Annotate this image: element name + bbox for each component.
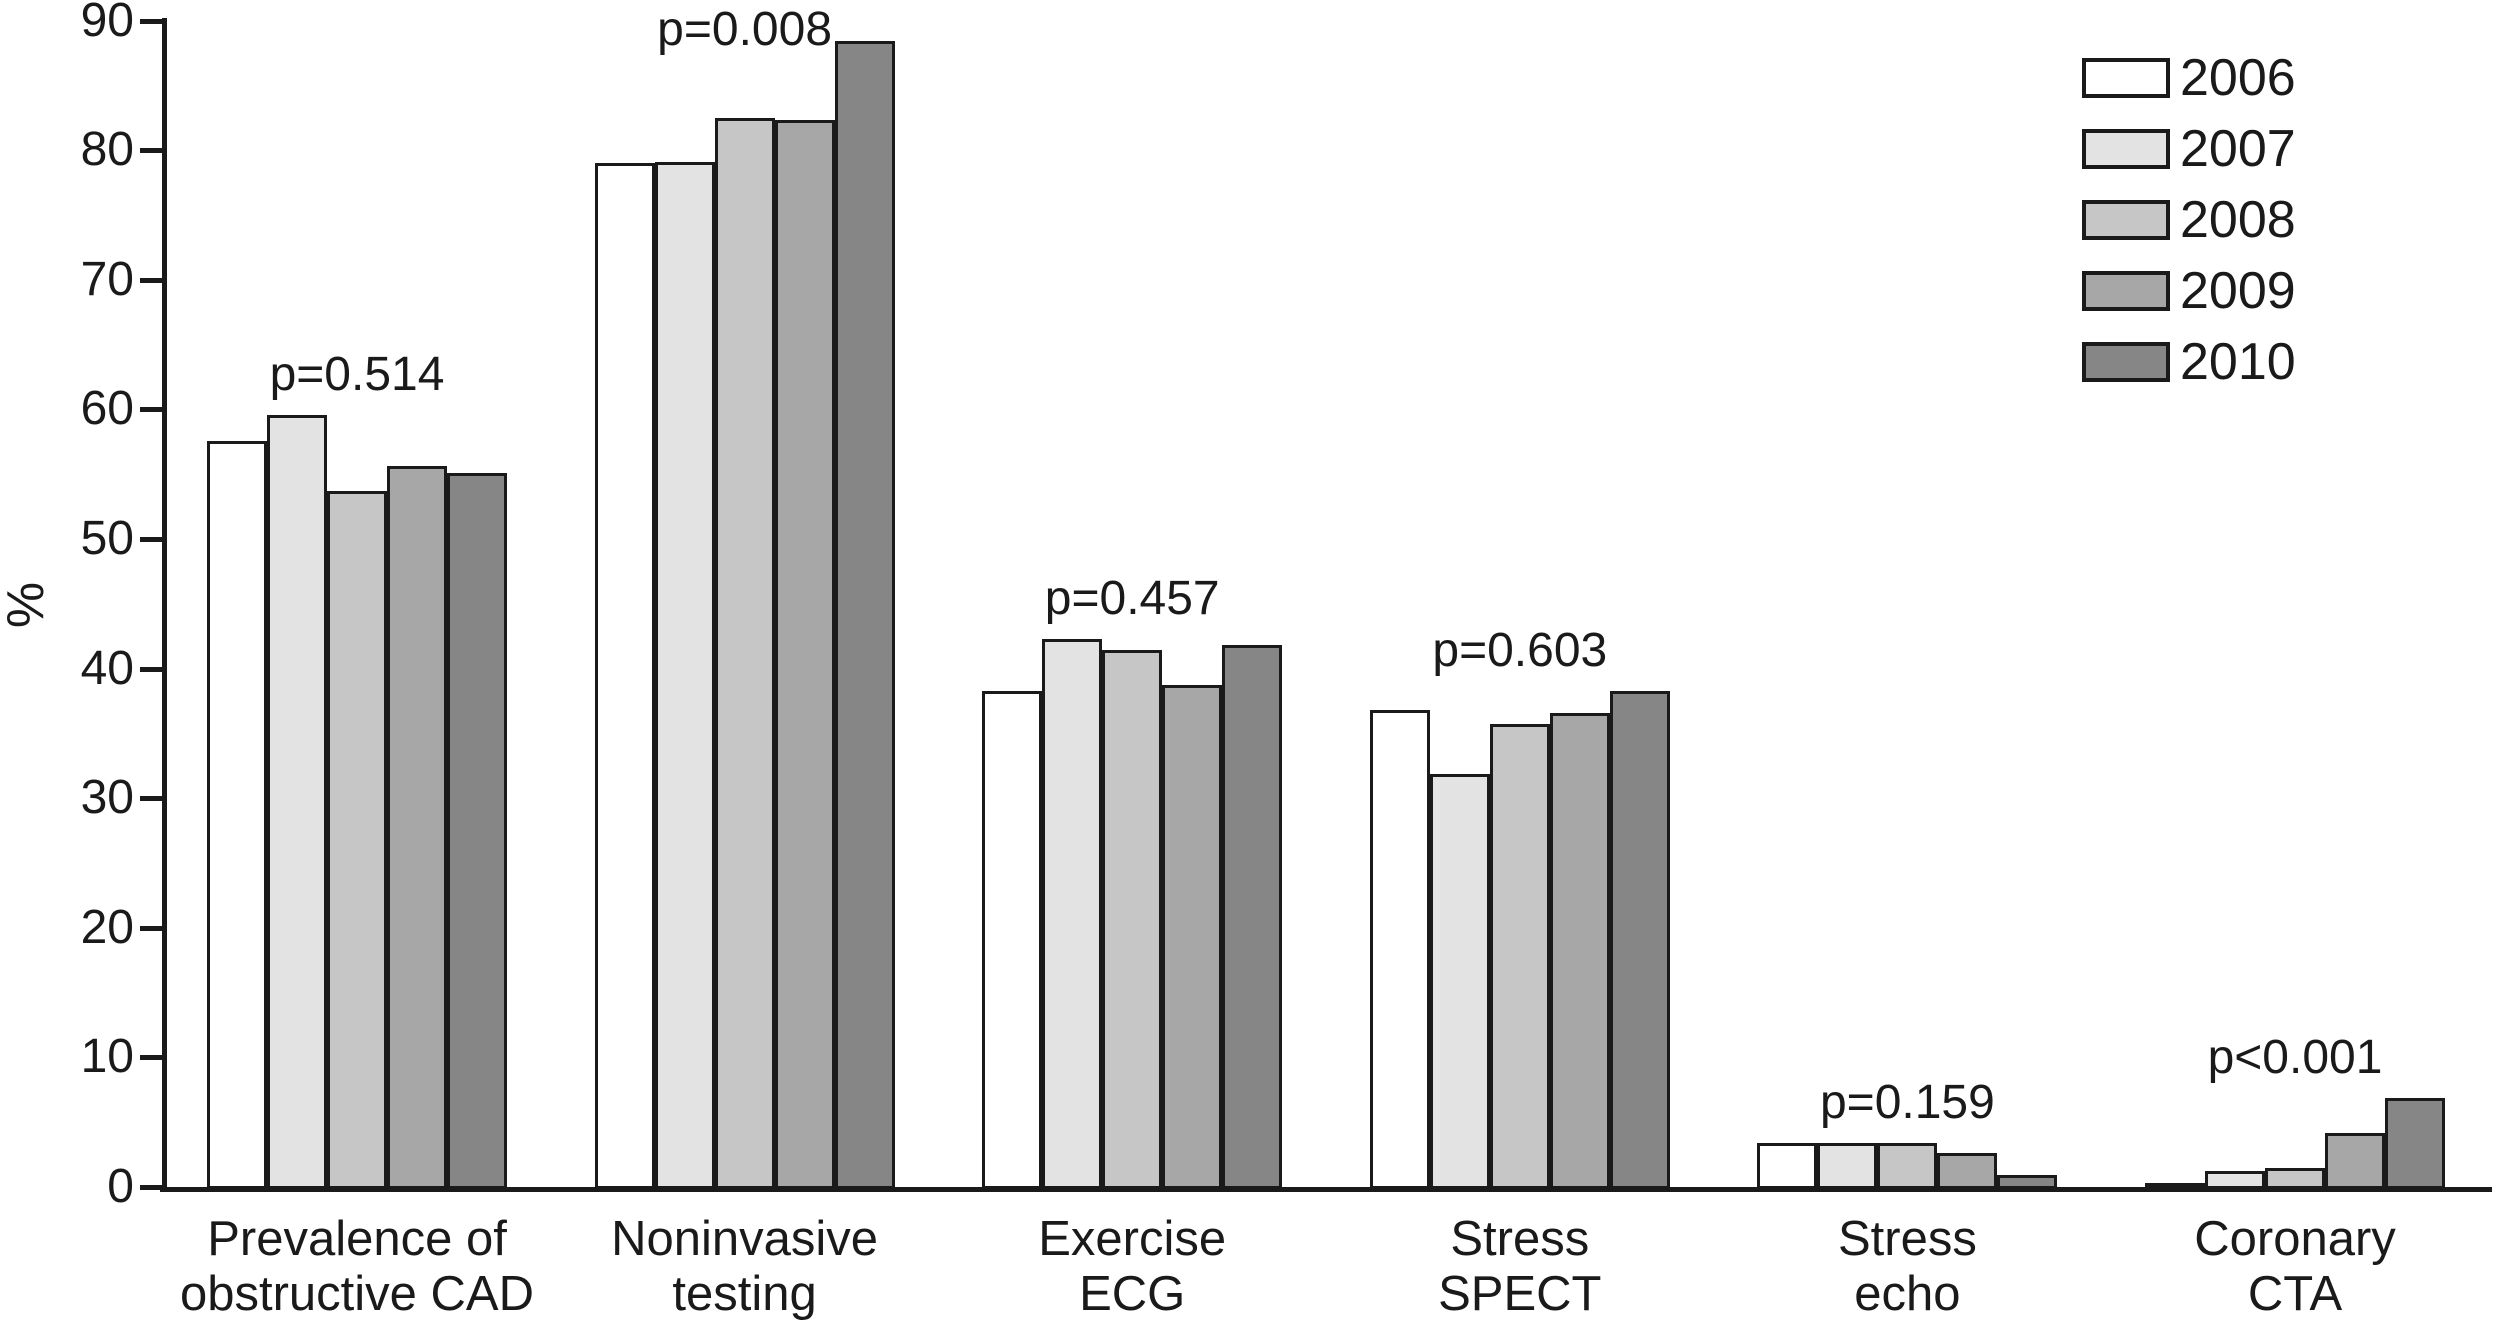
bar-2009-noninvasive-testing [775,120,835,1189]
y-tick-label-10: 10 [80,1030,134,1084]
category-label-line: Stress [1837,1212,1977,1266]
y-tick-label-80: 80 [80,123,134,177]
y-tick-mark-80 [140,148,162,154]
legend-swatch-2010 [2082,342,2170,382]
y-tick-mark-0 [140,1185,162,1190]
p-value-label-coronary-cta: p<0.001 [2207,1030,2383,1084]
category-label-line: ECG [1079,1267,1186,1321]
bar-2010-exercise-ecg [1222,645,1282,1189]
bar-2007-noninvasive-testing [655,161,715,1189]
bar-2006-stress-echo [1757,1142,1817,1189]
p-value-label-stress-spect: p=0.603 [1432,623,1608,677]
bar-2008-noninvasive-testing [715,117,775,1189]
p-value-label-noninvasive-testing: p=0.008 [657,3,833,56]
y-tick-mark-60 [140,407,162,413]
category-label-line: Stress [1450,1212,1590,1266]
y-tick-label-90: 90 [80,0,134,47]
category-label-line: testing [672,1267,817,1321]
legend-swatch-2007 [2082,129,2170,169]
bar-2009-prevalence-of-obstructive-cad [387,466,447,1189]
legend-label-2010: 2010 [2180,333,2296,391]
category-label-line: SPECT [1438,1267,1602,1321]
y-tick-mark-30 [140,796,162,802]
legend-swatch-2008 [2082,200,2170,240]
y-tick-mark-40 [140,666,162,672]
bar-2010-stress-spect [1610,690,1670,1189]
bar-2010-stress-echo [1997,1175,2057,1189]
y-tick-mark-10 [140,1055,162,1061]
category-label-line: Prevalence of [207,1212,507,1266]
bar-2008-coronary-cta [2265,1167,2325,1189]
category-label-exercise-ecg: Exercise ECG [938,1212,1326,1322]
bar-2007-exercise-ecg [1042,638,1102,1189]
bar-2006-coronary-cta [2145,1183,2205,1190]
category-label-stress-echo: Stress echo [1713,1212,2101,1322]
bar-2006-prevalence-of-obstructive-cad [207,440,267,1189]
category-label-noninvasive-testing: Noninvasive testing [551,1212,939,1322]
category-label-line: obstructive CAD [179,1267,534,1321]
p-value-label-prevalence-of-obstructive-cad: p=0.514 [269,347,445,401]
y-tick-label-40: 40 [80,641,134,695]
y-tick-mark-90 [140,18,162,24]
y-tick-label-0: 0 [107,1160,134,1213]
bar-2010-coronary-cta [2385,1097,2445,1189]
category-label-stress-spect: Stress SPECT [1326,1212,1714,1322]
category-label-line: Exercise [1038,1212,1227,1266]
bar-2007-prevalence-of-obstructive-cad [267,414,327,1189]
legend-label-2008: 2008 [2180,191,2296,249]
x-axis-line [160,1187,2492,1192]
bar-2009-exercise-ecg [1162,685,1222,1189]
category-label-line: Noninvasive [611,1212,879,1266]
p-value-label-stress-echo: p=0.159 [1819,1075,1995,1129]
bar-2008-prevalence-of-obstructive-cad [327,491,387,1189]
bar-2009-stress-echo [1937,1153,1997,1189]
bar-2008-stress-echo [1877,1142,1937,1189]
bar-2007-coronary-cta [2205,1171,2265,1189]
p-value-label-exercise-ecg: p=0.457 [1044,571,1220,625]
y-tick-label-50: 50 [80,512,134,565]
bar-2010-noninvasive-testing [835,41,895,1189]
category-label-line: Coronary [2194,1212,2396,1266]
y-tick-label-20: 20 [80,900,134,954]
legend-label-2007: 2007 [2180,120,2296,178]
y-tick-label-30: 30 [80,771,134,825]
category-label-prevalence-of-obstructive-cad: Prevalence of obstructive CAD [163,1212,551,1322]
legend-label-2009: 2009 [2180,262,2296,320]
bar-2006-noninvasive-testing [595,163,655,1189]
y-axis-line [162,18,167,1192]
bar-2010-prevalence-of-obstructive-cad [447,472,507,1189]
bar-2007-stress-echo [1817,1142,1877,1189]
category-label-coronary-cta: Coronary CTA [2101,1212,2489,1322]
y-tick-label-60: 60 [80,382,134,436]
bar-2009-stress-spect [1550,712,1610,1189]
category-label-line: CTA [2247,1267,2343,1321]
y-tick-label-70: 70 [80,252,134,306]
legend-swatch-2006 [2082,58,2170,98]
legend-label-2006: 2006 [2180,49,2296,107]
bar-2009-coronary-cta [2325,1132,2385,1189]
bar-2006-exercise-ecg [982,690,1042,1189]
category-label-line: echo [1854,1267,1961,1321]
y-tick-mark-20 [140,925,162,931]
bar-2007-stress-spect [1430,773,1490,1189]
y-tick-mark-70 [140,277,162,283]
bar-2006-stress-spect [1370,710,1430,1189]
legend-swatch-2009 [2082,271,2170,311]
y-tick-mark-50 [140,537,162,542]
bar-2008-stress-spect [1490,724,1550,1189]
bar-2008-exercise-ecg [1102,650,1162,1189]
